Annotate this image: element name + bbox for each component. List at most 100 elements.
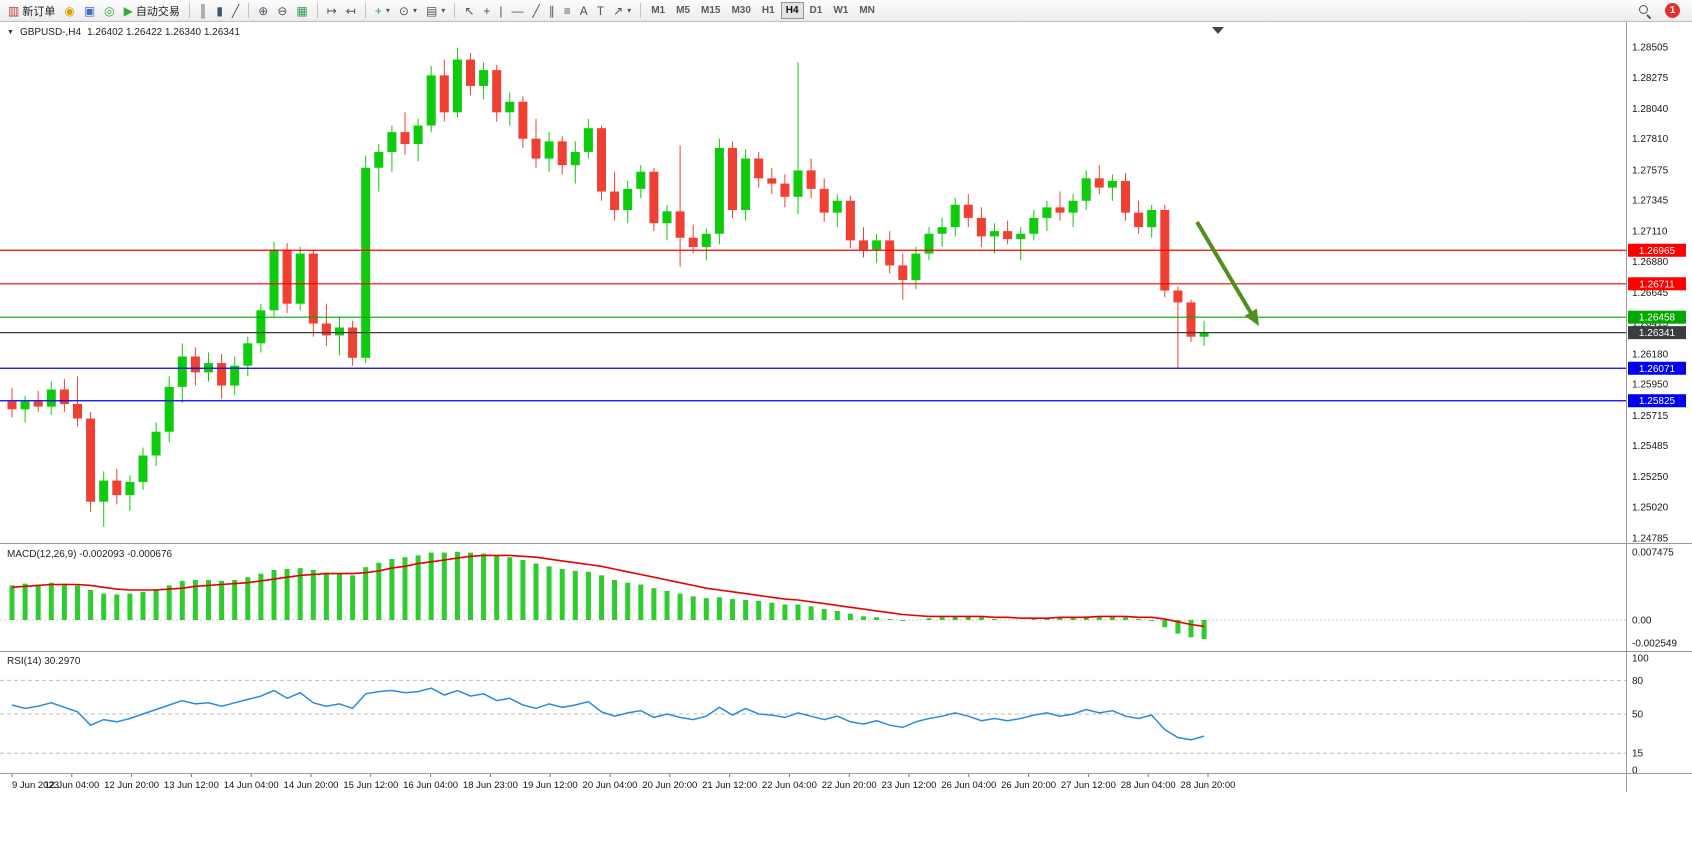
new-order-button-label: 新订单 [22, 5, 56, 18]
rsi-label: RSI(14) 30.2970 [7, 656, 81, 667]
toolbar-separator [640, 3, 642, 18]
candle-body [1199, 332, 1209, 337]
auto-scroll-button[interactable]: ↦ [323, 1, 341, 20]
candlestick-chart-type-button[interactable]: ▮ [212, 1, 227, 20]
price-axis-label: 1.25020 [1632, 502, 1669, 513]
candle-body [1042, 207, 1052, 218]
candle-body [531, 138, 541, 159]
bar-chart-type-button[interactable]: ║ [195, 1, 212, 20]
ohlc-bars-icon: ║ [198, 3, 208, 18]
price-axis[interactable]: 1.28505 1.28275 1.28040 1.27810 1.27575 1.273… [1632, 43, 1669, 545]
candle-body [7, 401, 17, 410]
horizontal-line-button[interactable]: — [508, 1, 528, 20]
text-label-button[interactable]: T [593, 1, 608, 20]
trendline-button[interactable]: ╱ [529, 1, 544, 20]
candle-body [1186, 302, 1196, 337]
macd-label: MACD(12,26,9) -0.002093 -0.000676 [7, 549, 173, 560]
timeframe-button-W1[interactable]: W1 [828, 2, 853, 19]
order-chart-icon: ▥ [8, 3, 20, 18]
candle-body [583, 128, 593, 152]
channel-button[interactable]: ∥ [545, 1, 559, 20]
candle-body [348, 327, 358, 358]
zoom-in-button[interactable]: ⊕ [254, 1, 272, 20]
price-axis-label: 1.26645 [1632, 288, 1669, 299]
main-toolbar: ▥ 新订单 ◉ ▣ ◎ ▶ 自动交易 ║ ▮ ╱ ⊕ ⊖ ▦ ↦ ↤ + ▾ ⊙ ▾ ▤ ▾ ↖ + | — ╱ ∥ ≡ A T ↗ ▾ M1 M… [0, 0, 1692, 22]
timeframe-button-M30[interactable]: M30 [726, 2, 755, 19]
time-axis-label: 22 Jun 04:00 [762, 780, 817, 791]
add-indicator-icon: + [374, 3, 382, 18]
candle-body [400, 132, 410, 145]
clock-icon: ⊙ [398, 3, 409, 18]
current-price-line-tag-label: 1.26341 [1639, 328, 1676, 339]
timeframe-button-D1[interactable]: D1 [805, 2, 828, 19]
timeframe-button-H1[interactable]: H1 [757, 2, 780, 19]
vertical-line-button[interactable]: | [495, 1, 506, 20]
chart-shift-marker[interactable] [1212, 27, 1224, 34]
time-axis-label: 22 Jun 20:00 [822, 780, 877, 791]
shapes-button[interactable]: ↗ ▾ [609, 1, 635, 20]
rsi-axis: 100 80 50 15 0 [0, 654, 1649, 777]
time-axis-label: 13 Jun 12:00 [164, 780, 219, 791]
zoom-out-button[interactable]: ⊖ [273, 1, 291, 20]
annotation-arrow[interactable] [1195, 220, 1259, 326]
community-button[interactable]: ◎ [100, 1, 118, 20]
candle-body [269, 249, 279, 311]
candle-body [230, 365, 240, 386]
candle-body [845, 200, 855, 241]
auto-trading-button[interactable]: ▶ 自动交易 [120, 1, 184, 20]
candle-body [570, 151, 580, 166]
tile-windows-button[interactable]: ▦ [292, 1, 311, 20]
search-icon[interactable] [1637, 3, 1653, 19]
horizontal-lines[interactable]: 1.26965 1.26711 1.26458 1.26341 1.26071 1.258… [0, 243, 1686, 408]
time-axis-label: 19 Jun 12:00 [523, 780, 578, 791]
channel-icon: ∥ [548, 3, 555, 18]
line-chart-type-button[interactable]: ╱ [228, 1, 243, 20]
line-chart-icon: ╱ [232, 3, 240, 18]
candle-body [806, 170, 816, 189]
chart-shift-button[interactable]: ↤ [342, 1, 360, 20]
text-button[interactable]: A [576, 1, 592, 20]
chart-window[interactable]: 1.28505 1.28275 1.28040 1.27810 1.27575 1.273… [0, 22, 1692, 846]
crosshair-button[interactable]: + [479, 1, 494, 20]
candle-body [832, 200, 842, 213]
candlestick-series [7, 47, 1209, 527]
support-line-blue-lower-tag [1628, 394, 1686, 408]
deposit-button[interactable]: ◉ [60, 1, 78, 20]
timeframe-button-H4[interactable]: H4 [780, 2, 804, 19]
cursor-icon: ↖ [464, 3, 475, 18]
candle-body [426, 75, 436, 126]
toolbar-separator [248, 3, 250, 18]
timeframe-button-MN[interactable]: MN [854, 2, 880, 19]
notification-badge[interactable]: 1 [1665, 3, 1680, 18]
support-line-blue-lower-tag-label: 1.25825 [1639, 396, 1676, 407]
candle-body [898, 265, 908, 280]
cursor-button[interactable]: ↖ [460, 1, 478, 20]
templates-button[interactable]: ▤ ▾ [422, 1, 449, 20]
periods-button[interactable]: ⊙ ▾ [395, 1, 421, 20]
timeframe-button-M5[interactable]: M5 [671, 2, 695, 19]
time-axis-label: 26 Jun 04:00 [941, 780, 996, 791]
support-line-blue-upper-tag [1628, 361, 1686, 375]
new-order-button[interactable]: ▥ 新订单 [4, 1, 59, 20]
timeframe-button-M15[interactable]: M15 [696, 2, 725, 19]
fibonacci-button[interactable]: ≡ [560, 1, 575, 20]
price-axis-label: 1.25485 [1632, 441, 1669, 452]
candle-body [636, 171, 646, 189]
resistance-line-lower-tag [1628, 277, 1686, 291]
terminal-button[interactable]: ▣ [80, 1, 99, 20]
time-axis-label: 23 Jun 12:00 [882, 780, 937, 791]
chart-canvas[interactable]: 1.28505 1.28275 1.28040 1.27810 1.27575 1.273… [0, 22, 1692, 846]
macd-axis: 0.007475 0.00 -0.002549 [1632, 548, 1677, 650]
time-axis-label: 9 Jun 2023 [12, 780, 59, 791]
chart-menu-icon[interactable]: ▼ [7, 29, 14, 36]
candle-body [479, 70, 489, 86]
fibonacci-icon: ≡ [563, 3, 571, 18]
candle-body [819, 188, 829, 213]
timeframe-button-M1[interactable]: M1 [646, 2, 670, 19]
rsi-axis-label: 0 [1632, 766, 1638, 777]
ohlc-values: 1.26402 1.26422 1.26340 1.26341 [87, 27, 240, 38]
play-icon: ▶ [123, 3, 133, 18]
indicators-button[interactable]: + ▾ [371, 1, 394, 20]
